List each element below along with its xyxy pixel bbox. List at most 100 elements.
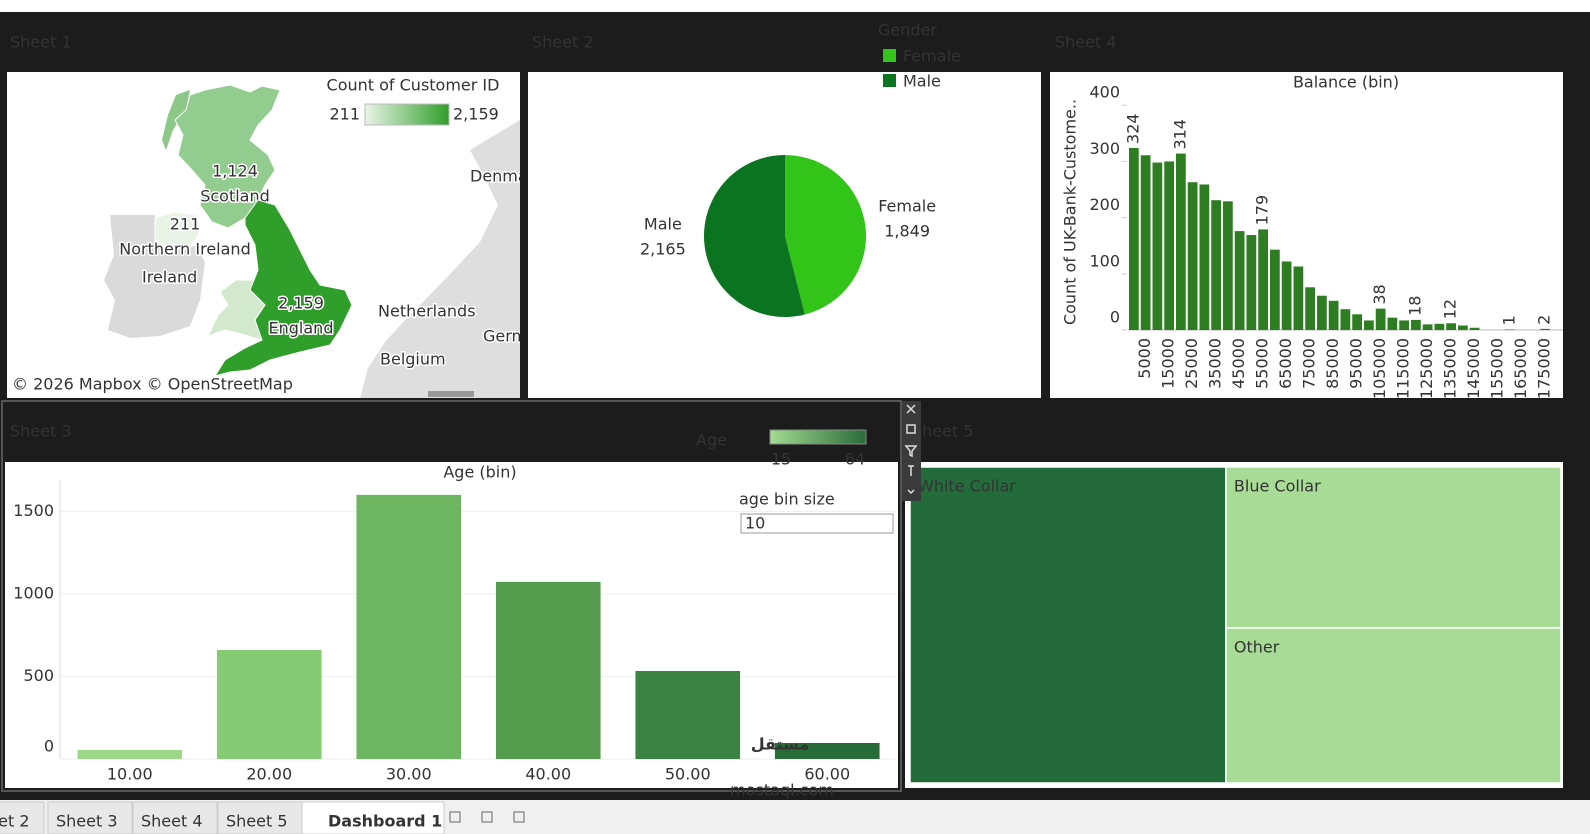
bar[interactable] xyxy=(1270,249,1280,330)
bar[interactable] xyxy=(1364,320,1374,330)
treemap-cell[interactable] xyxy=(1225,627,1562,784)
region[interactable] xyxy=(154,211,201,251)
resize-handle[interactable] xyxy=(428,391,474,397)
bar[interactable] xyxy=(1340,309,1351,330)
bar[interactable] xyxy=(1399,320,1409,330)
pie-slice[interactable] xyxy=(704,155,805,317)
parameter-input[interactable] xyxy=(740,513,894,534)
x-tick-label: 25000 xyxy=(1182,338,1201,389)
bar[interactable] xyxy=(1223,201,1233,330)
bar[interactable] xyxy=(1422,324,1433,330)
bar[interactable] xyxy=(1199,184,1210,330)
sheet-title: Sheet 5 xyxy=(912,422,974,441)
treemap-cell[interactable] xyxy=(909,466,1227,784)
bar[interactable] xyxy=(1176,153,1186,330)
bar[interactable] xyxy=(1352,314,1362,330)
tab[interactable] xyxy=(132,801,218,834)
selection-border xyxy=(1,400,902,792)
bar[interactable] xyxy=(1140,155,1151,330)
data-label: 12 xyxy=(1441,299,1460,319)
bar[interactable] xyxy=(1540,328,1550,330)
bar[interactable] xyxy=(1234,231,1245,330)
bar[interactable] xyxy=(77,749,183,759)
place-label: Germ xyxy=(483,327,527,346)
map: 1,124 Scotland 211 Northern Ireland 2,159 Eng… xyxy=(7,72,527,398)
legend-gradient xyxy=(364,103,450,126)
bar[interactable] xyxy=(1305,287,1315,330)
region-name: Scotland xyxy=(200,187,270,206)
x-tick-label: 5000 xyxy=(1135,338,1154,379)
legend-gradient xyxy=(769,429,867,445)
y-tick-label: 0 xyxy=(1110,308,1120,327)
bar[interactable] xyxy=(1246,235,1257,330)
sheet-title: Sheet 3 xyxy=(10,422,72,441)
region-name: Northern Ireland xyxy=(119,240,250,259)
bar[interactable] xyxy=(1387,317,1398,330)
bar[interactable] xyxy=(356,494,462,759)
top-strip xyxy=(0,0,1590,12)
tab-label: Sheet 5 xyxy=(226,812,288,831)
y-tick-label: 100 xyxy=(1089,251,1120,270)
pie-slice[interactable] xyxy=(785,155,867,315)
x-tick-label: 30.00 xyxy=(386,765,432,784)
bar[interactable] xyxy=(1164,161,1174,330)
y-tick-label: 400 xyxy=(1089,83,1120,102)
bar[interactable] xyxy=(1411,319,1421,330)
pie-value: 2,165 xyxy=(640,239,686,258)
x-tick-label: 15000 xyxy=(1159,338,1178,389)
tab[interactable] xyxy=(47,801,133,834)
tab-icon[interactable] xyxy=(449,811,461,823)
region[interactable] xyxy=(213,199,353,377)
bar[interactable] xyxy=(635,671,741,759)
chart-title: Balance (bin) xyxy=(1293,73,1399,92)
bar[interactable] xyxy=(1317,295,1327,330)
place-label: Ireland xyxy=(142,268,197,287)
bar[interactable] xyxy=(1375,308,1386,330)
data-label: 179 xyxy=(1253,195,1272,226)
data-label: 324 xyxy=(1123,113,1142,144)
tab-label: Sheet 2 xyxy=(0,812,30,831)
bar[interactable] xyxy=(1446,323,1456,330)
bar[interactable] xyxy=(1328,300,1339,330)
x-tick-label: 85000 xyxy=(1323,338,1342,389)
bar[interactable] xyxy=(1505,329,1515,330)
x-tick-label: 125000 xyxy=(1417,338,1436,399)
bar[interactable] xyxy=(216,650,322,759)
tab-label: Dashboard 1 xyxy=(328,812,442,831)
bar[interactable] xyxy=(1281,261,1292,330)
bar[interactable] xyxy=(1469,327,1480,330)
tab[interactable] xyxy=(0,801,45,834)
place-label: Netherlands xyxy=(378,302,476,321)
legend-title: Gender xyxy=(878,21,937,40)
tab[interactable] xyxy=(301,801,445,834)
toolbar-icons xyxy=(904,404,918,495)
tab-icon[interactable] xyxy=(481,811,493,823)
tab[interactable] xyxy=(217,801,303,834)
bar[interactable] xyxy=(1187,182,1198,330)
bar[interactable] xyxy=(1211,200,1221,330)
x-tick-label: 60.00 xyxy=(804,765,850,784)
bar[interactable] xyxy=(1458,325,1468,330)
bar[interactable] xyxy=(1434,323,1445,330)
data-label: 314 xyxy=(1170,119,1189,150)
bar[interactable] xyxy=(495,581,601,759)
tab-icon[interactable] xyxy=(513,811,525,823)
treemap-cell[interactable] xyxy=(1225,466,1562,629)
bar[interactable] xyxy=(1258,229,1268,330)
legend-max: 2,159 xyxy=(453,105,499,124)
data-label: 2 xyxy=(1535,315,1554,325)
bar[interactable] xyxy=(1293,266,1304,330)
x-tick-label: 55000 xyxy=(1253,338,1272,389)
sheet-title: Sheet 2 xyxy=(532,33,594,52)
legend-swatch xyxy=(883,74,896,87)
x-tick-label: 115000 xyxy=(1394,338,1413,399)
ireland-land xyxy=(104,215,205,338)
bar[interactable] xyxy=(774,742,880,759)
legend-title: Age xyxy=(696,431,727,450)
legend-max: 64 xyxy=(845,450,865,469)
bar[interactable] xyxy=(1129,147,1139,330)
x-tick-label: 95000 xyxy=(1347,338,1366,389)
bar[interactable] xyxy=(1152,162,1163,330)
